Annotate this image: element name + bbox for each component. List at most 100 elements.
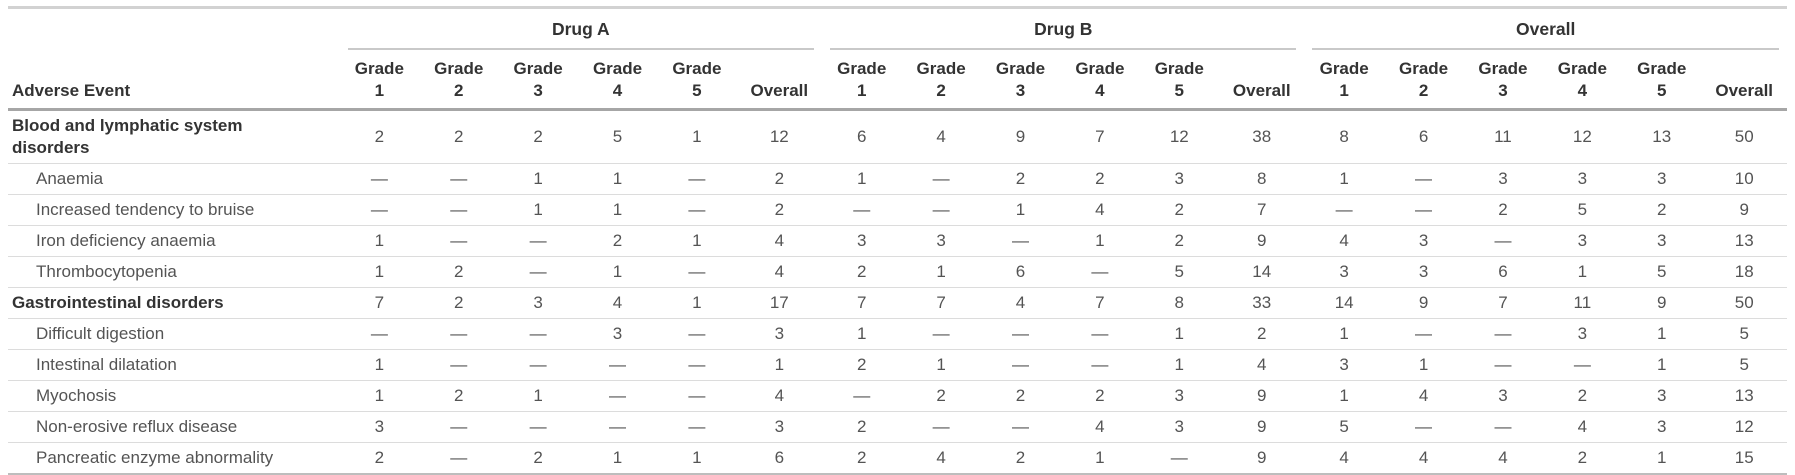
cell-drug-b-grade-3: 6 <box>980 256 1061 288</box>
cell-drug-b-grade-4: 2 <box>1060 163 1140 195</box>
cell-drug-a-grade-5: — <box>657 349 737 381</box>
cell-drug-a-grade-5: 1 <box>692 127 702 146</box>
cell-drug-b-grade-2: — <box>901 411 981 443</box>
cell-drug-a-overall: 12 <box>769 127 789 146</box>
cell-drug-a-grade-3: — <box>498 318 578 350</box>
table-row-blood-and-lymphatic-system-disorders: Blood and lymphatic system disorders 2 2 2 5… <box>8 110 1787 164</box>
cell-drug-b-grade-2: 7 <box>901 287 981 319</box>
cell-overall-grade-4: 11 <box>1542 287 1623 319</box>
cell-overall-overall: 12 <box>1701 411 1787 443</box>
row-label: Myochosis <box>8 380 340 412</box>
cell-drug-a-grade-1: 1 <box>339 380 420 412</box>
table-row-myochosis: Myochosis 1 2 1— —4—2 2 2 3 9 1 4 3 2 3 13 <box>8 380 1787 412</box>
cell-drug-b-grade-4: 1 <box>1060 225 1140 257</box>
cell-drug-b-grade-3: 1 <box>980 194 1061 226</box>
cell-drug-b-grade-4: 4 <box>1060 194 1140 226</box>
cell-drug-a-grade-2: 2 <box>419 256 499 288</box>
cell-overall-grade-3: — <box>1463 411 1543 443</box>
cell-drug-b-grade-2: — <box>901 163 981 195</box>
cell-drug-a-grade-1: 3 <box>339 411 420 443</box>
cell-overall-grade-3: 11 <box>1494 127 1512 146</box>
cell-drug-a-grade-4: 3 <box>577 318 658 350</box>
cell-overall-grade-4: 4 <box>1542 411 1623 443</box>
cell-overall-grade-3: 2 <box>1463 194 1543 226</box>
table-row-pancreatic-enzyme-abnormality: Pancreatic enzyme abnormality 2—2 1 1 6 2 4 2 1—… <box>8 442 1787 475</box>
cell-drug-b-grade-4: — <box>1060 318 1140 350</box>
cell-overall-grade-2: 1 <box>1383 349 1464 381</box>
cell-drug-b-grade-2: 1 <box>901 349 981 381</box>
cell-drug-a-overall: 2 <box>736 163 823 195</box>
cell-drug-a-grade-1: — <box>339 163 420 195</box>
cell-drug-b-grade-4: — <box>1060 256 1140 288</box>
cell-drug-a-grade-1: 7 <box>339 287 420 319</box>
row-label: Increased tendency to bruise <box>8 194 340 226</box>
cell-overall-grade-1: 4 <box>1304 225 1384 257</box>
cell-drug-a-grade-1: 1 <box>339 256 420 288</box>
cell-drug-a-grade-5: — <box>657 380 737 412</box>
col-header-drug-b-grade-1: Grade 1 <box>822 50 902 111</box>
cell-overall-grade-4: 3 <box>1542 318 1623 350</box>
cell-drug-b-grade-5: 3 <box>1139 411 1219 443</box>
row-label: Non-erosive reflux disease <box>8 411 340 443</box>
cell-overall-overall: 18 <box>1701 256 1787 288</box>
cell-overall-grade-2: 4 <box>1383 442 1464 475</box>
cell-drug-a-grade-5: 1 <box>657 225 737 257</box>
row-label: Gastrointestinal disorders <box>8 287 340 319</box>
table-row-anaemia: Anaemia — —1 1—2 1—2 2 3 8 1—3 3 3 10 <box>8 163 1787 195</box>
cell-overall-overall: 5 <box>1701 349 1787 381</box>
cell-drug-b-grade-3: — <box>980 349 1061 381</box>
table-row-non-erosive-reflux-disease: Non-erosive reflux disease 3— — — —3 2— —4 3 9 5—… <box>8 411 1787 443</box>
cell-drug-a-grade-4: 1 <box>577 194 658 226</box>
column-group-label: Overall <box>1312 19 1779 50</box>
cell-overall-overall: 50 <box>1734 127 1754 146</box>
cell-overall-overall: 13 <box>1701 225 1787 257</box>
cell-drug-a-grade-5: — <box>657 411 737 443</box>
column-group-overall: Overall <box>1304 8 1787 50</box>
cell-drug-b-grade-5: 3 <box>1139 380 1219 412</box>
cell-drug-a-grade-5: — <box>657 318 737 350</box>
cell-overall-grade-1: 3 <box>1304 256 1384 288</box>
cell-overall-overall: 50 <box>1701 287 1787 319</box>
cell-drug-b-grade-3: 9 <box>1015 127 1026 146</box>
cell-overall-grade-5: 1 <box>1622 349 1702 381</box>
col-header-drug-a-grade-4: Grade 4 <box>577 50 658 111</box>
cell-overall-grade-3: 4 <box>1463 442 1543 475</box>
cell-drug-a-overall: 4 <box>736 380 823 412</box>
cell-drug-a-grade-2: — <box>419 318 499 350</box>
cell-overall-grade-1: — <box>1304 194 1384 226</box>
cell-drug-b-grade-3: — <box>980 225 1061 257</box>
cell-drug-a-grade-3: 3 <box>498 287 578 319</box>
cell-drug-b-grade-5: 8 <box>1139 287 1219 319</box>
row-label: Iron deficiency anaemia <box>8 225 340 257</box>
cell-overall-grade-3: 3 <box>1463 163 1543 195</box>
cell-drug-a-overall: 2 <box>736 194 823 226</box>
table-row-intestinal-dilatation: Intestinal dilatation 1— — — —1 2 1— —1 4 3 1— —1 5 <box>8 349 1787 381</box>
cell-drug-b-overall: 9 <box>1218 442 1305 475</box>
cell-overall-grade-3: — <box>1463 318 1543 350</box>
cell-overall-grade-1: 3 <box>1304 349 1384 381</box>
cell-overall-grade-3: — <box>1463 349 1543 381</box>
cell-drug-b-grade-1: 2 <box>822 256 902 288</box>
cell-drug-b-grade-4: 7 <box>1060 287 1140 319</box>
col-header-overall-overall: Overall <box>1701 50 1787 111</box>
cell-drug-b-grade-1: — <box>822 194 902 226</box>
row-label: Intestinal dilatation <box>8 349 340 381</box>
cell-drug-b-grade-1: 2 <box>822 349 902 381</box>
cell-drug-a-grade-4: 1 <box>577 256 658 288</box>
table-row-difficult-digestion: Difficult digestion — — —3—3 1— — —1 2 1— —3 1 5 <box>8 318 1787 350</box>
cell-overall-grade-5: 9 <box>1622 287 1702 319</box>
cell-drug-a-grade-2: — <box>419 411 499 443</box>
cell-overall-grade-5: 3 <box>1622 411 1702 443</box>
cell-overall-grade-4: 3 <box>1542 225 1623 257</box>
cell-overall-grade-3: 6 <box>1463 256 1543 288</box>
cell-drug-a-grade-1: 1 <box>339 349 420 381</box>
cell-drug-b-grade-5: 1 <box>1139 318 1219 350</box>
cell-overall-grade-3: — <box>1463 225 1543 257</box>
cell-drug-b-grade-1: 2 <box>822 411 902 443</box>
cell-drug-b-grade-4: 4 <box>1060 411 1140 443</box>
cell-overall-grade-1: 8 <box>1339 127 1349 146</box>
col-header-drug-a-grade-2: Grade 2 <box>419 50 499 111</box>
cell-drug-a-grade-4: 4 <box>577 287 658 319</box>
col-header-drug-a-grade-3: Grade 3 <box>498 50 578 111</box>
